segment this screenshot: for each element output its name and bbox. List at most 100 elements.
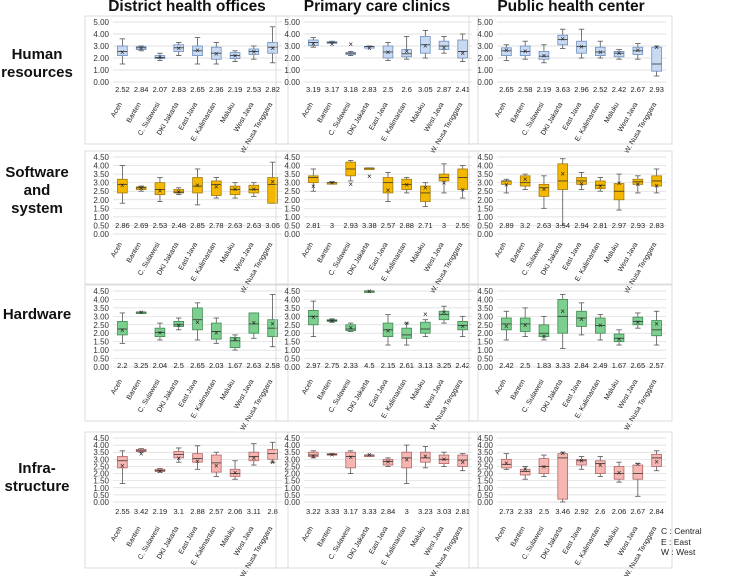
y-tick-label: 2.00: [284, 54, 300, 63]
mean-value-label: 2.97: [612, 221, 627, 230]
box: [457, 168, 468, 190]
mean-value-label: 2.19: [153, 507, 168, 516]
mean-value-label: 2.65: [190, 361, 205, 370]
mean-value-label: 2.59: [455, 221, 470, 230]
box: [651, 453, 662, 467]
mean-marker: ×: [423, 452, 428, 461]
mean-marker: ×: [270, 44, 275, 53]
box: [117, 178, 128, 194]
legend-entry-central: C : Central: [661, 526, 702, 536]
y-tick-label: 0.00: [477, 498, 493, 507]
mean-value-label: 2.81: [306, 221, 321, 230]
mean-marker: ×: [386, 458, 391, 467]
mean-value-label: 2.65: [631, 361, 646, 370]
box: [382, 177, 394, 194]
y-tick-label: 1.00: [93, 213, 109, 222]
box: [308, 175, 319, 184]
mean-value-label: 2.57: [209, 507, 224, 516]
row-label-line: and: [23, 182, 51, 199]
mean-value-label: 2.93: [631, 221, 646, 230]
panel-3-0: 0.000.501.001.502.002.503.003.504.004.50…: [84, 431, 289, 576]
mean-value-label: 2.84: [574, 361, 589, 370]
mean-value-label: 2.19: [228, 85, 243, 94]
y-tick-label: 4.00: [477, 30, 493, 39]
mean-marker: ×: [176, 321, 181, 330]
box: [267, 448, 278, 460]
mean-value-label: 2.85: [190, 221, 205, 230]
mean-marker: ×: [560, 169, 565, 178]
y-tick-label: 0.00: [93, 230, 109, 239]
mean-value-label: 2.96: [574, 85, 589, 94]
mean-marker: ×: [176, 188, 181, 197]
mean-value-label: 2.93: [343, 221, 358, 230]
mean-marker: ×: [311, 40, 316, 49]
mean-value-label: 2.63: [247, 361, 262, 370]
y-tick-label: 4.50: [477, 434, 493, 443]
mean-value-label: 2.33: [343, 361, 358, 370]
y-tick-label: 2.00: [477, 196, 493, 205]
y-tick-label: 3.00: [284, 312, 300, 321]
mean-value-label: 2.61: [399, 361, 414, 370]
panel-1-0: 0.000.501.001.502.002.503.003.504.004.50…: [84, 150, 289, 295]
mean-value-label: 2.57: [381, 221, 396, 230]
box: [632, 316, 644, 326]
y-tick-label: 3.50: [93, 170, 109, 179]
mean-value-label: 2.36: [209, 85, 224, 94]
mean-marker: ×: [617, 335, 622, 344]
mean-marker: ×: [330, 40, 335, 49]
y-tick-label: 1.00: [93, 66, 109, 75]
mean-marker: ×: [367, 451, 372, 460]
category-label: Banten: [317, 378, 334, 401]
mean-value-label: 3.33: [325, 507, 340, 516]
row-label-line: resources: [1, 64, 73, 81]
y-tick-label: 4.50: [284, 434, 300, 443]
row-label-line: structure: [4, 478, 70, 495]
mean-marker: ×: [330, 179, 335, 188]
mean-marker: ×: [504, 181, 509, 190]
category-label: Banten: [510, 241, 527, 264]
mean-value-label: 3.33: [555, 361, 570, 370]
row-label-software-and-system: Software and system: [0, 164, 74, 218]
mean-marker: ×: [442, 455, 447, 464]
category-label: Aceh: [110, 525, 124, 542]
category-label: Maluku: [410, 101, 427, 124]
mean-value-label: 3: [442, 221, 446, 230]
mean-marker: ×: [404, 47, 409, 56]
mean-value-label: 2.5: [520, 361, 530, 370]
mean-value-label: 3.18: [343, 85, 358, 94]
mean-marker: ×: [330, 451, 335, 460]
category-label: Maluku: [219, 101, 236, 124]
box: [229, 337, 241, 348]
y-tick-label: 3.50: [284, 170, 300, 179]
mean-marker: ×: [654, 458, 659, 467]
row-label-line: Software: [5, 164, 69, 181]
box: [576, 458, 587, 466]
column-title-primary-care-clinics: Primary care clinics: [303, 0, 451, 15]
y-tick-label: 2.50: [93, 187, 109, 196]
mean-marker: ×: [504, 46, 509, 55]
panel-frame: [468, 284, 673, 422]
mean-value-label: 2.86: [115, 221, 130, 230]
y-tick-label: 1.00: [284, 213, 300, 222]
box: [519, 468, 531, 476]
category-label: Aceh: [494, 241, 508, 258]
mean-marker: ×: [233, 469, 238, 478]
box: [438, 40, 450, 51]
y-tick-label: 2.00: [477, 54, 493, 63]
y-tick-label: 2.00: [93, 196, 109, 205]
box: [632, 464, 644, 480]
y-tick-label: 2.50: [284, 321, 300, 330]
box: [345, 324, 356, 332]
mean-marker: ×: [348, 180, 353, 189]
y-tick-label: 2.50: [477, 321, 493, 330]
panel-frame: [275, 431, 479, 569]
box: [613, 466, 625, 480]
mean-value-label: 3.17: [343, 507, 358, 516]
y-tick-label: 4.50: [93, 153, 109, 162]
mean-value-label: 2.63: [228, 221, 243, 230]
box: [210, 322, 222, 340]
mean-value-label: 2.65: [499, 85, 514, 94]
mean-marker: ×: [270, 178, 275, 187]
legend-entry-west: W : West: [661, 547, 696, 557]
mean-value-label: 2.04: [153, 361, 168, 370]
